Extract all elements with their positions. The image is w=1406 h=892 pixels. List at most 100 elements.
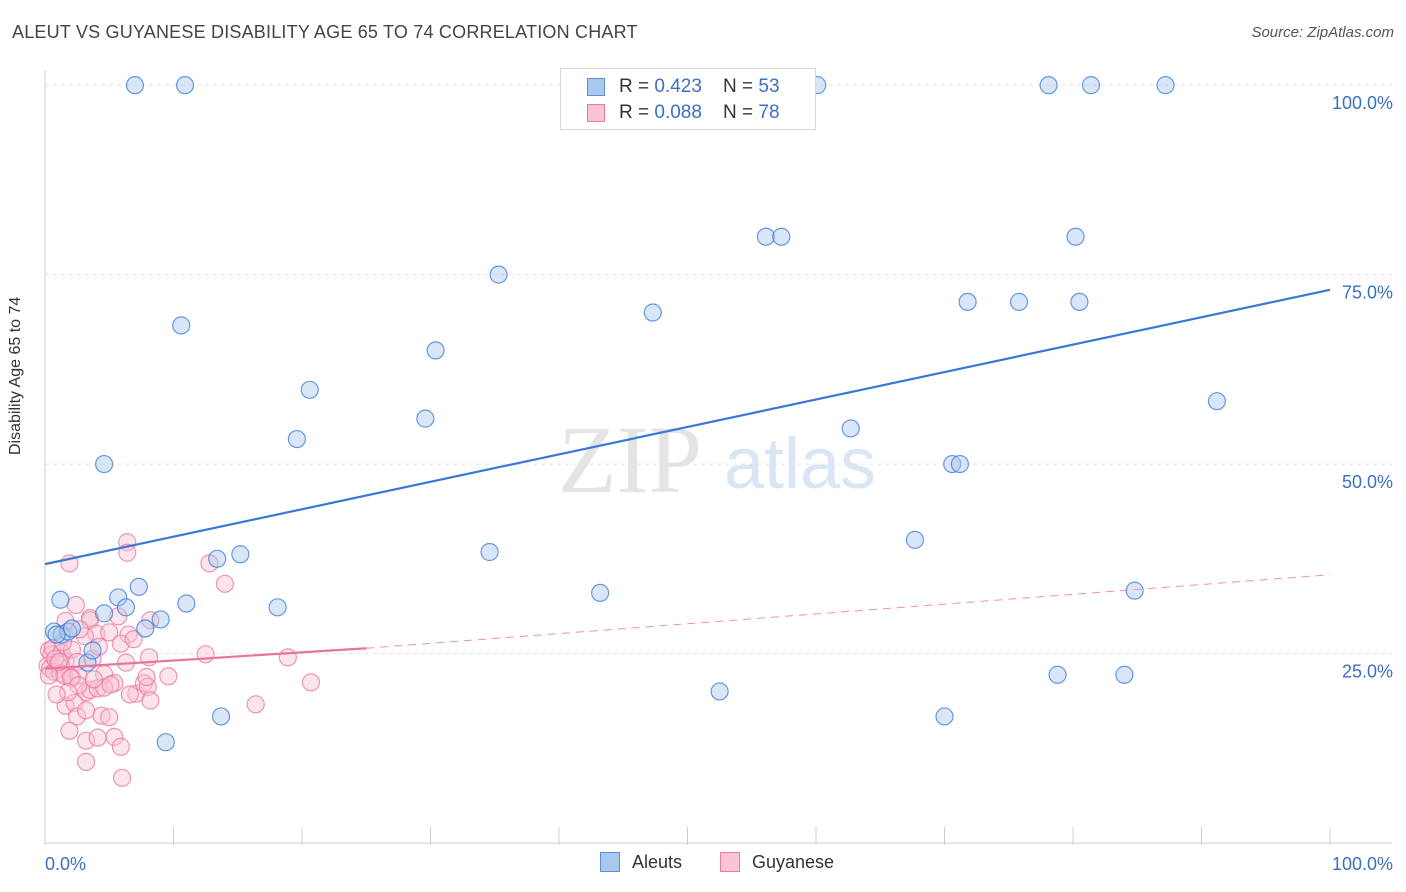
trendline-guyanese-solid	[44, 647, 367, 670]
data-point-aleuts	[211, 707, 231, 726]
data-point-guyanese	[138, 677, 157, 696]
data-point-guyanese	[101, 675, 120, 694]
data-point-aleuts	[1066, 227, 1085, 246]
legend-n-label: N =	[723, 102, 759, 123]
data-point-guyanese	[100, 708, 119, 727]
data-point-aleuts	[129, 577, 148, 596]
data-point-guyanese	[84, 670, 103, 689]
data-point-guyanese	[92, 706, 111, 725]
legend-bottom-swatch-aleuts	[600, 852, 620, 872]
data-point-aleuts	[416, 409, 435, 428]
data-point-aleuts	[287, 429, 306, 449]
data-point-aleuts	[177, 594, 196, 613]
data-point-guyanese	[61, 668, 80, 687]
data-point-guyanese	[109, 607, 128, 626]
data-point-guyanese	[70, 620, 89, 639]
data-point-guyanese	[196, 645, 215, 664]
gridlines	[45, 84, 1392, 655]
data-point-guyanese	[47, 685, 66, 704]
legend-n-label: N =	[723, 76, 759, 97]
data-point-aleuts	[935, 707, 954, 726]
legend-swatch-guyanese	[587, 104, 605, 122]
trendline-guyanese-dashed	[366, 574, 1331, 649]
data-point-aleuts	[905, 530, 925, 549]
y-axis-label: Disability Age 65 to 74	[7, 296, 24, 455]
y-tick-labels: 25.0% 50.0% 75.0% 100.0%	[1332, 93, 1393, 681]
legend-r-label: R =	[619, 102, 655, 123]
watermark-zip: ZIP	[558, 406, 702, 513]
data-point-aleuts	[125, 76, 145, 95]
legend-bottom-label-guyanese: Guyanese	[752, 852, 835, 872]
data-point-aleuts	[300, 380, 319, 399]
legend-bottom-swatch-guyanese	[720, 852, 740, 872]
data-point-guyanese	[66, 595, 85, 615]
data-point-aleuts	[1115, 665, 1134, 684]
data-point-aleuts	[1009, 292, 1029, 311]
y-tick-label: 100.0%	[1332, 93, 1393, 113]
x-tick-labels: 0.0% 100.0%	[45, 854, 1393, 874]
data-point-guyanese	[111, 737, 130, 756]
data-point-guyanese	[59, 683, 78, 702]
data-point-aleuts	[1125, 581, 1144, 600]
data-point-guyanese	[105, 727, 124, 747]
y-tick-label: 25.0%	[1342, 662, 1393, 682]
data-point-aleuts	[710, 682, 729, 701]
data-point-aleuts	[175, 76, 195, 95]
source-label: Source: ZipAtlas.com	[1251, 24, 1394, 41]
data-point-guyanese	[141, 691, 160, 710]
data-point-guyanese	[80, 680, 100, 700]
data-point-aleuts	[172, 316, 191, 335]
x-tick-label: 100.0%	[1332, 854, 1393, 874]
data-point-guyanese	[77, 701, 96, 720]
data-point-aleuts	[1039, 76, 1058, 95]
trendlines	[44, 288, 1331, 670]
data-point-guyanese	[215, 574, 234, 593]
legend-r-label: R =	[619, 76, 655, 97]
data-point-guyanese	[77, 752, 96, 772]
data-point-guyanese	[137, 667, 156, 687]
data-point-aleuts	[62, 619, 82, 638]
data-point-aleuts	[1207, 392, 1227, 411]
data-point-guyanese	[278, 648, 297, 667]
stats-legend: R = 0.423 N = 53 R = 0.088 N = 78	[560, 68, 816, 130]
data-point-guyanese	[50, 652, 69, 671]
data-point-aleuts	[943, 454, 962, 474]
data-point-guyanese	[124, 630, 143, 649]
legend-swatch-aleuts	[587, 78, 605, 96]
data-point-aleuts	[480, 542, 499, 562]
data-point-aleuts	[109, 588, 128, 607]
data-point-aleuts	[208, 549, 227, 568]
data-point-aleuts	[1081, 76, 1101, 95]
data-point-aleuts	[958, 292, 977, 311]
x-tick-label: 0.0%	[45, 854, 86, 874]
data-point-aleuts	[772, 227, 791, 246]
data-point-guyanese	[77, 731, 96, 750]
data-point-aleuts	[950, 454, 970, 474]
watermark: ZIP atlas	[558, 406, 876, 513]
data-point-guyanese	[246, 695, 265, 714]
data-point-aleuts	[95, 604, 114, 623]
data-point-guyanese	[112, 768, 132, 787]
data-point-aleuts	[841, 419, 860, 438]
data-point-aleuts	[1070, 292, 1089, 311]
data-point-guyanese	[301, 673, 321, 692]
legend-r-value-aleuts: 0.423	[654, 76, 702, 97]
series-aleuts-points	[44, 76, 1227, 752]
data-point-guyanese	[60, 721, 79, 740]
data-point-aleuts	[47, 625, 66, 644]
data-point-aleuts	[1048, 665, 1067, 684]
y-tick-label: 50.0%	[1342, 472, 1393, 492]
data-point-aleuts	[643, 303, 662, 322]
data-point-aleuts	[1156, 76, 1175, 95]
axes	[44, 70, 1392, 845]
series-guyanese-points	[38, 533, 321, 787]
legend-n-value-aleuts: 53	[758, 76, 780, 97]
data-point-aleuts	[116, 598, 136, 617]
y-tick-label: 75.0%	[1342, 283, 1393, 303]
data-point-guyanese	[100, 623, 119, 642]
data-point-guyanese	[159, 667, 178, 686]
data-point-aleuts	[489, 265, 508, 284]
data-point-guyanese	[39, 666, 58, 685]
data-point-guyanese	[56, 611, 75, 631]
